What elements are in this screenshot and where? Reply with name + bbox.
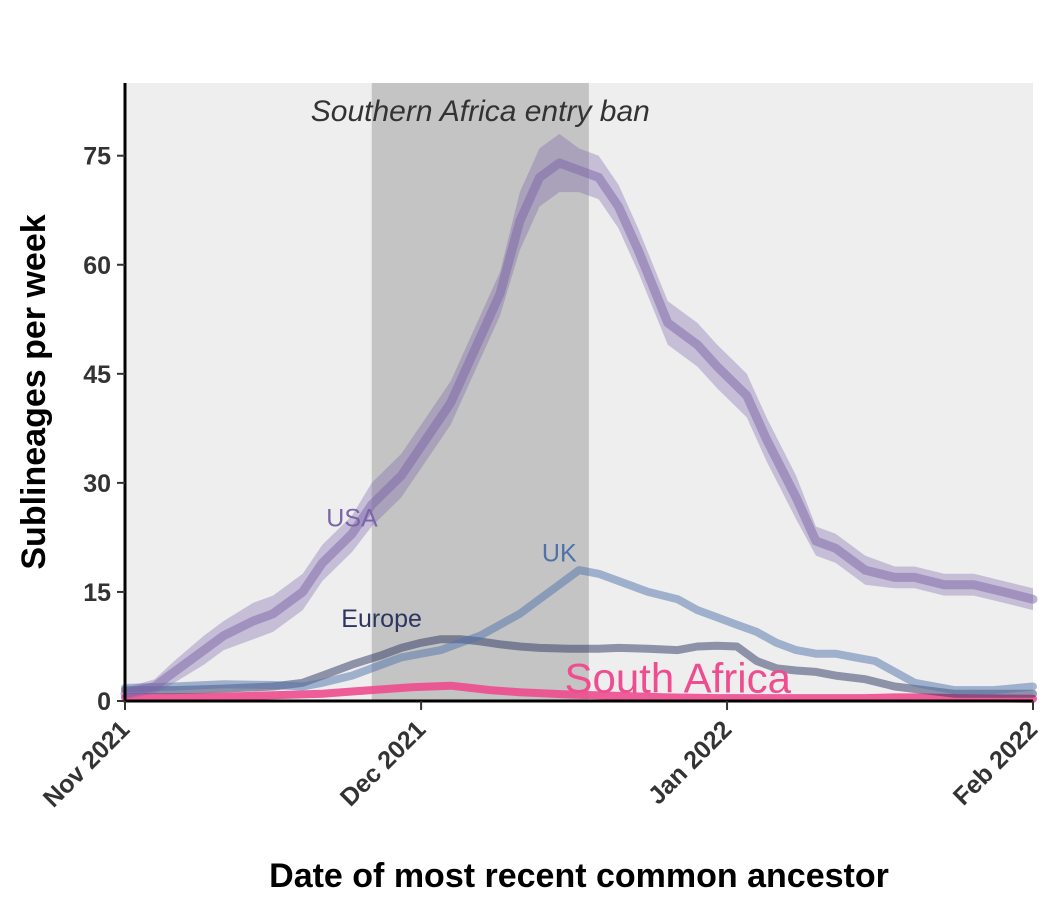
series-layer — [120, 133, 1038, 703]
south-africa-label: South Africa — [564, 654, 791, 701]
y-tick-label: 75 — [83, 143, 111, 171]
europe-line — [121, 635, 1037, 698]
europe-label: Europe — [341, 605, 422, 633]
y-axis-title: Sublineages per week — [15, 214, 53, 569]
y-tick-label: 30 — [83, 470, 111, 498]
x-tick-label: Nov 2021 — [38, 715, 136, 813]
x-tick-label: Jan 2022 — [643, 715, 737, 809]
y-tick-label: 60 — [83, 252, 111, 280]
usa-line — [120, 158, 1038, 699]
uk-line — [121, 566, 1037, 695]
series-labels: South Africa Europe UK USA — [326, 505, 791, 702]
x-axis-ticks: Nov 2021 Dec 2021 Jan 2022 Feb 2022 — [38, 701, 1043, 813]
y-tick-label: 15 — [83, 579, 111, 607]
x-tick-label: Dec 2021 — [335, 715, 432, 812]
y-axis-ticks: 0 15 30 45 60 75 — [83, 143, 125, 716]
entry-ban-shaded-region — [371, 83, 589, 701]
uk-label: UK — [542, 539, 577, 567]
entry-ban-label: Southern Africa entry ban — [311, 95, 650, 128]
x-tick-label: Feb 2022 — [948, 715, 1043, 810]
usa-label: USA — [326, 505, 378, 533]
y-tick-label: 45 — [83, 361, 111, 389]
x-axis-title: Date of most recent common ancestor — [269, 857, 889, 895]
y-tick-label: 0 — [97, 688, 111, 716]
south-africa-line — [121, 681, 1037, 703]
